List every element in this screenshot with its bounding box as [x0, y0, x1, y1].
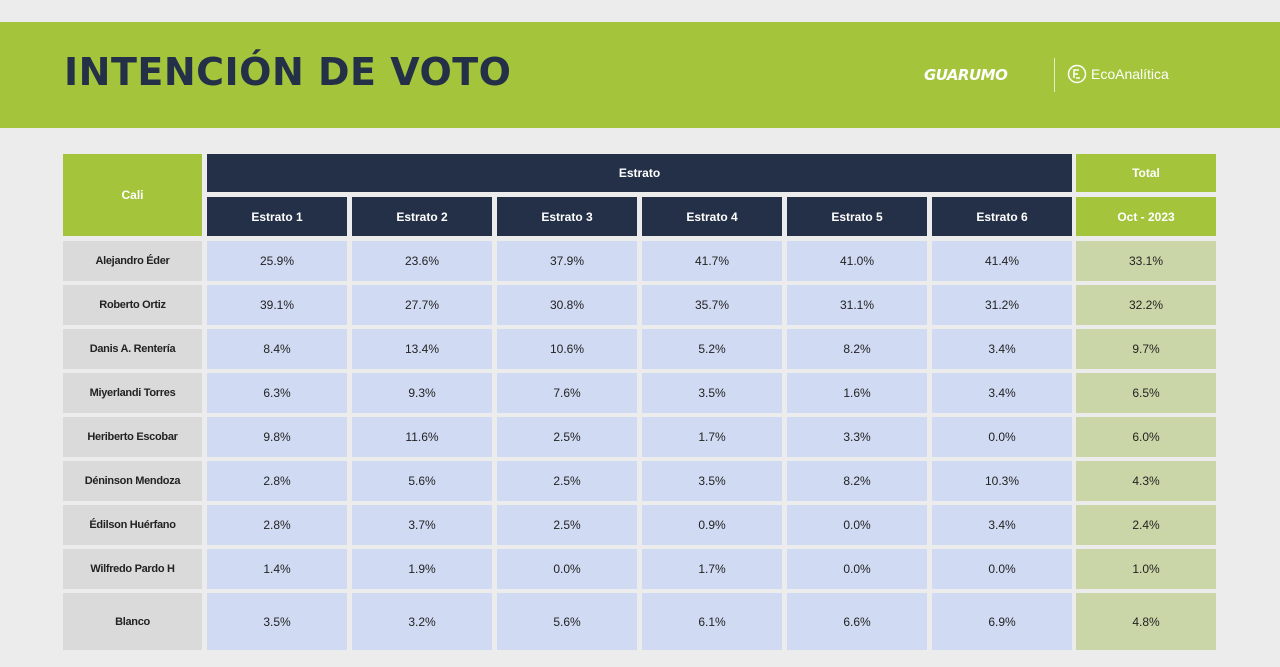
value-cell: 2.5% — [497, 417, 637, 457]
value-cell: 2.5% — [497, 461, 637, 501]
value-cell: 0.0% — [787, 549, 927, 589]
value-cell: 5.2% — [642, 329, 782, 369]
column-header-cell: Estrato 6 — [932, 197, 1072, 236]
candidate-name-cell: Miyerlandi Torres — [63, 373, 202, 413]
value-cell: 7.6% — [497, 373, 637, 413]
value-cell: 1.4% — [207, 549, 347, 589]
value-cell: 9.8% — [207, 417, 347, 457]
value-cell: 3.4% — [932, 329, 1072, 369]
ecoanalitica-logo: EcoAnalítica — [1067, 62, 1169, 86]
value-cell: 41.0% — [787, 241, 927, 281]
value-cell: 10.3% — [932, 461, 1072, 501]
value-cell: 3.5% — [642, 373, 782, 413]
column-header-cell: Estrato 1 — [207, 197, 347, 236]
value-cell: 8.2% — [787, 461, 927, 501]
value-cell: 0.0% — [787, 505, 927, 545]
total-value-cell: 2.4% — [1076, 505, 1216, 545]
value-cell: 27.7% — [352, 285, 492, 325]
value-cell: 1.9% — [352, 549, 492, 589]
value-cell: 31.1% — [787, 285, 927, 325]
candidate-name-cell: Danis A. Rentería — [63, 329, 202, 369]
total-value-cell: 4.8% — [1076, 593, 1216, 650]
guarumo-logo: GUARUMO — [924, 66, 1008, 84]
column-header-cell: Estrato 2 — [352, 197, 492, 236]
value-cell: 39.1% — [207, 285, 347, 325]
value-cell: 1.7% — [642, 549, 782, 589]
value-cell: 6.6% — [787, 593, 927, 650]
value-cell: 0.0% — [497, 549, 637, 589]
value-cell: 35.7% — [642, 285, 782, 325]
value-cell: 9.3% — [352, 373, 492, 413]
value-cell: 3.4% — [932, 373, 1072, 413]
ecoanalitica-icon — [1067, 64, 1087, 84]
value-cell: 30.8% — [497, 285, 637, 325]
candidate-name-cell: Wilfredo Pardo H — [63, 549, 202, 589]
total-value-cell: 32.2% — [1076, 285, 1216, 325]
value-cell: 23.6% — [352, 241, 492, 281]
value-cell: 8.2% — [787, 329, 927, 369]
value-cell: 3.5% — [642, 461, 782, 501]
candidate-name-cell: Alejandro Éder — [63, 241, 202, 281]
candidate-name-cell: Déninson Mendoza — [63, 461, 202, 501]
total-period-cell: Oct - 2023 — [1076, 197, 1216, 236]
group-header-cell: Estrato — [207, 154, 1072, 192]
value-cell: 37.9% — [497, 241, 637, 281]
value-cell: 0.0% — [932, 417, 1072, 457]
total-value-cell: 4.3% — [1076, 461, 1216, 501]
value-cell: 5.6% — [352, 461, 492, 501]
column-header-cell: Estrato 5 — [787, 197, 927, 236]
value-cell: 3.5% — [207, 593, 347, 650]
value-cell: 13.4% — [352, 329, 492, 369]
value-cell: 2.8% — [207, 505, 347, 545]
value-cell: 2.8% — [207, 461, 347, 501]
value-cell: 0.0% — [932, 549, 1072, 589]
value-cell: 6.1% — [642, 593, 782, 650]
column-header-cell: Estrato 4 — [642, 197, 782, 236]
value-cell: 11.6% — [352, 417, 492, 457]
value-cell: 31.2% — [932, 285, 1072, 325]
column-header-cell: Estrato 3 — [497, 197, 637, 236]
candidate-name-cell: Heriberto Escobar — [63, 417, 202, 457]
total-header-cell: Total — [1076, 154, 1216, 192]
value-cell: 3.2% — [352, 593, 492, 650]
logo-divider — [1054, 58, 1055, 92]
value-cell: 41.7% — [642, 241, 782, 281]
candidate-name-cell: Édilson Huérfano — [63, 505, 202, 545]
total-value-cell: 1.0% — [1076, 549, 1216, 589]
total-value-cell: 9.7% — [1076, 329, 1216, 369]
ecoanalitica-label: EcoAnalítica — [1091, 66, 1169, 82]
value-cell: 6.3% — [207, 373, 347, 413]
value-cell: 2.5% — [497, 505, 637, 545]
total-value-cell: 6.0% — [1076, 417, 1216, 457]
total-value-cell: 33.1% — [1076, 241, 1216, 281]
value-cell: 3.7% — [352, 505, 492, 545]
value-cell: 10.6% — [497, 329, 637, 369]
value-cell: 25.9% — [207, 241, 347, 281]
candidate-name-cell: Roberto Ortiz — [63, 285, 202, 325]
row-header-cell: Cali — [63, 154, 202, 236]
value-cell: 1.6% — [787, 373, 927, 413]
value-cell: 8.4% — [207, 329, 347, 369]
header-banner: INTENCIÓN DE VOTO GUARUMO EcoAnalítica — [0, 22, 1280, 128]
value-cell: 1.7% — [642, 417, 782, 457]
candidate-name-cell: Blanco — [63, 593, 202, 650]
page-title: INTENCIÓN DE VOTO — [64, 50, 512, 94]
value-cell: 3.3% — [787, 417, 927, 457]
value-cell: 0.9% — [642, 505, 782, 545]
total-value-cell: 6.5% — [1076, 373, 1216, 413]
value-cell: 41.4% — [932, 241, 1072, 281]
value-cell: 6.9% — [932, 593, 1072, 650]
value-cell: 5.6% — [497, 593, 637, 650]
value-cell: 3.4% — [932, 505, 1072, 545]
